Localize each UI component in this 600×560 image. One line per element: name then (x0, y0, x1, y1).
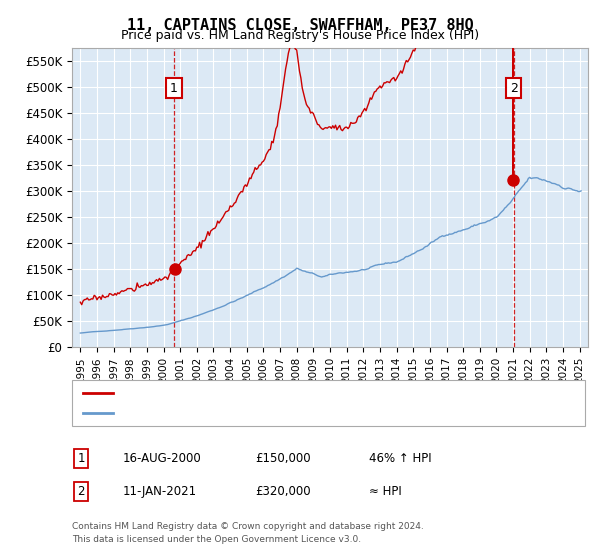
Text: Price paid vs. HM Land Registry's House Price Index (HPI): Price paid vs. HM Land Registry's House … (121, 29, 479, 42)
Text: 11, CAPTAINS CLOSE, SWAFFHAM, PE37 8HQ: 11, CAPTAINS CLOSE, SWAFFHAM, PE37 8HQ (127, 18, 473, 33)
Text: 46% ↑ HPI: 46% ↑ HPI (369, 451, 431, 465)
Text: HPI: Average price, detached house, Breckland: HPI: Average price, detached house, Brec… (118, 408, 380, 418)
Text: 2: 2 (77, 484, 85, 498)
Text: 1: 1 (170, 82, 178, 95)
Text: Contains HM Land Registry data © Crown copyright and database right 2024.: Contains HM Land Registry data © Crown c… (72, 522, 424, 531)
Text: 11-JAN-2021: 11-JAN-2021 (123, 484, 197, 498)
Text: This data is licensed under the Open Government Licence v3.0.: This data is licensed under the Open Gov… (72, 535, 361, 544)
Text: 16-AUG-2000: 16-AUG-2000 (123, 451, 202, 465)
Text: 11, CAPTAINS CLOSE, SWAFFHAM, PE37 8HQ (detached house): 11, CAPTAINS CLOSE, SWAFFHAM, PE37 8HQ (… (118, 388, 468, 398)
Text: £150,000: £150,000 (255, 451, 311, 465)
Text: 2: 2 (509, 82, 518, 95)
Text: 1: 1 (77, 451, 85, 465)
Text: £320,000: £320,000 (255, 484, 311, 498)
Text: ≈ HPI: ≈ HPI (369, 484, 402, 498)
